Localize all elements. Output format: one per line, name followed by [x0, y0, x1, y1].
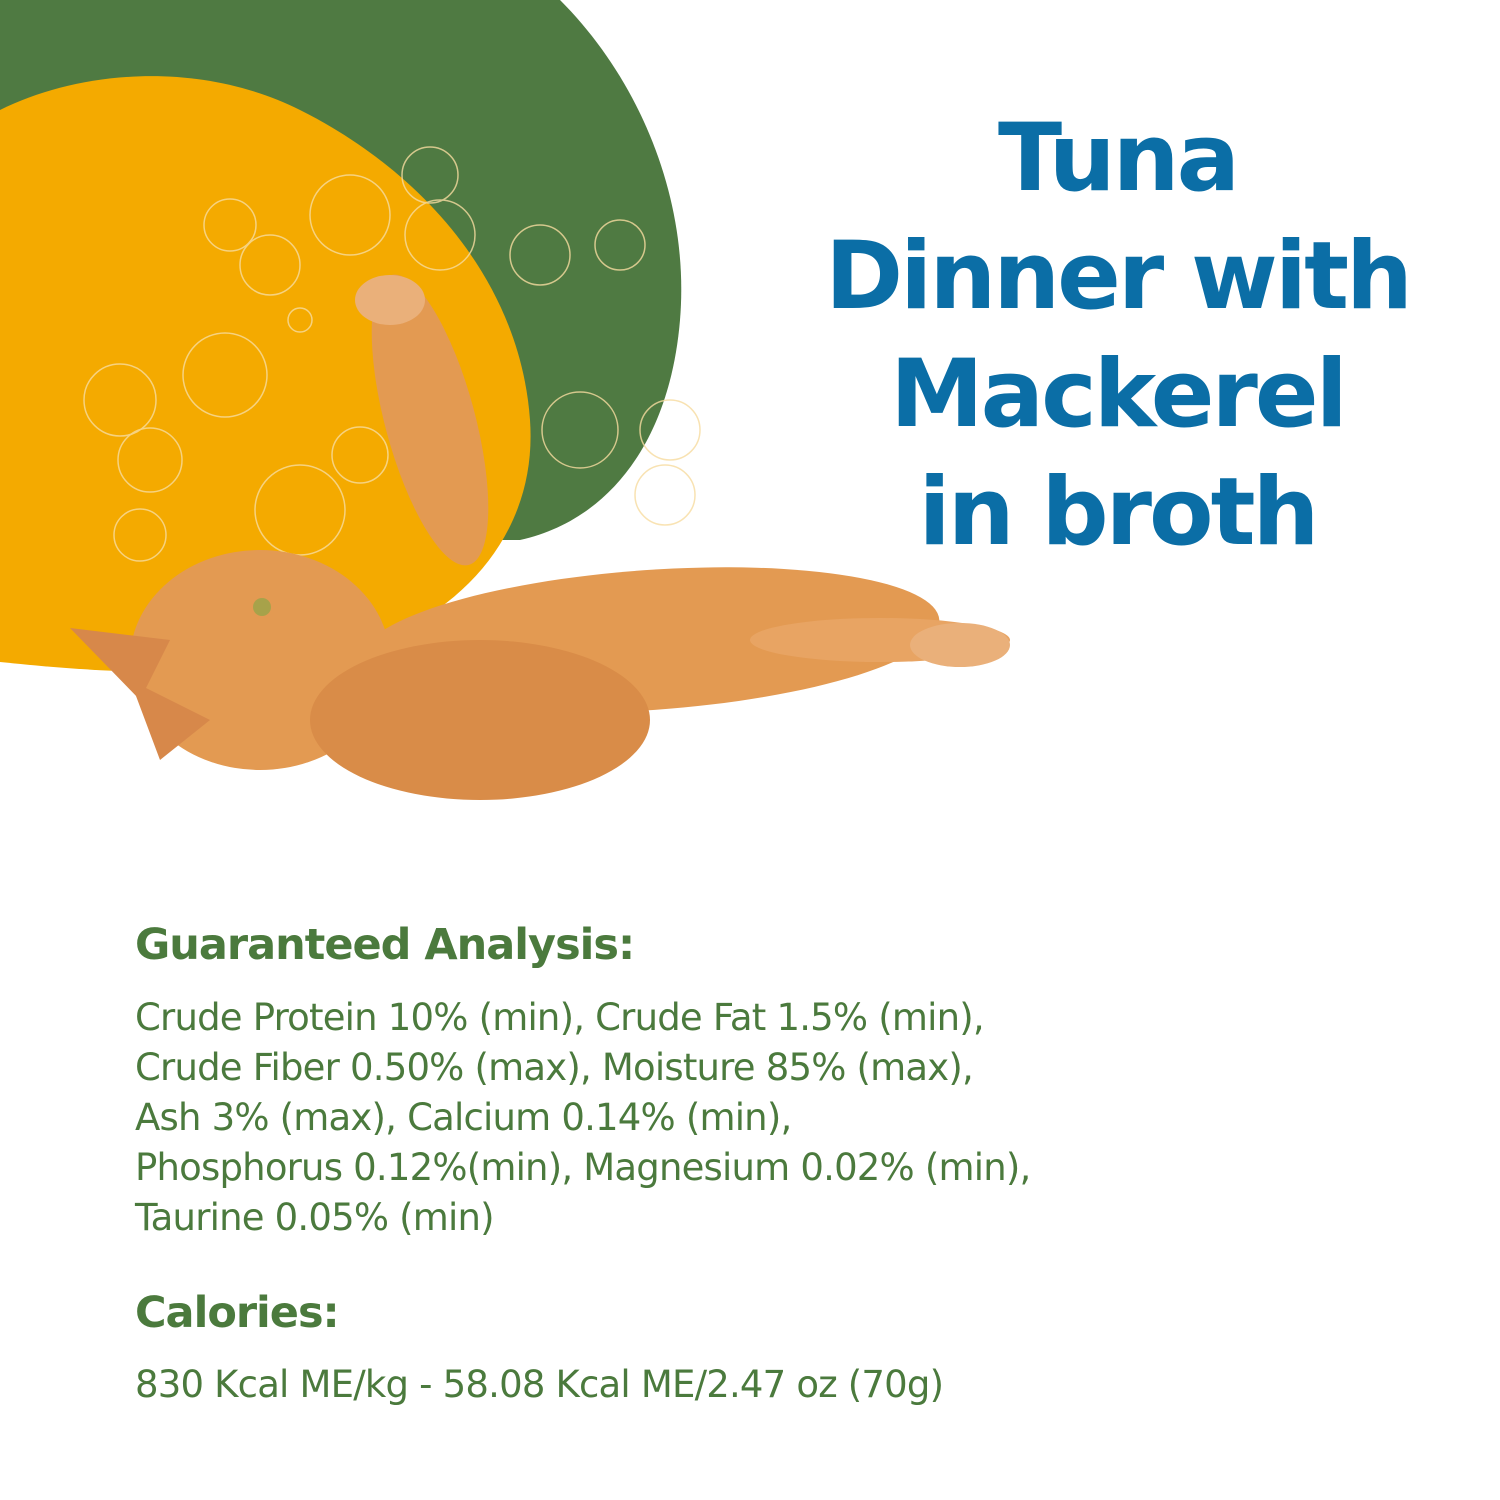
product-title: Tuna Dinner with Mackerel in broth: [790, 100, 1445, 572]
title-line: Mackerel: [890, 340, 1348, 449]
analysis-line: Crude Protein 10% (min), Crude Fat 1.5% …: [135, 996, 985, 1039]
title-line: Tuna: [997, 104, 1240, 213]
hero-illustration: [0, 0, 1010, 800]
yellow-shape: [0, 76, 531, 673]
calories-heading: Calories:: [135, 1288, 340, 1338]
calories-value: 830 Kcal ME/kg - 58.08 Kcal ME/2.47 oz (…: [135, 1363, 944, 1406]
analysis-line: Taurine 0.05% (min): [135, 1196, 495, 1239]
analysis-line: Ash 3% (max), Calcium 0.14% (min),: [135, 1096, 792, 1139]
analysis-line: Phosphorus 0.12%(min), Magnesium 0.02% (…: [135, 1146, 1031, 1189]
cat-icon: [70, 274, 1010, 800]
title-line: in broth: [918, 458, 1320, 567]
analysis-line: Crude Fiber 0.50% (max), Moisture 85% (m…: [135, 1046, 974, 1089]
analysis-list: Crude Protein 10% (min), Crude Fat 1.5% …: [135, 993, 1031, 1243]
flower-line-art: [83, 146, 701, 562]
analysis-heading: Guaranteed Analysis:: [135, 920, 635, 970]
title-line: Dinner with: [825, 222, 1413, 331]
